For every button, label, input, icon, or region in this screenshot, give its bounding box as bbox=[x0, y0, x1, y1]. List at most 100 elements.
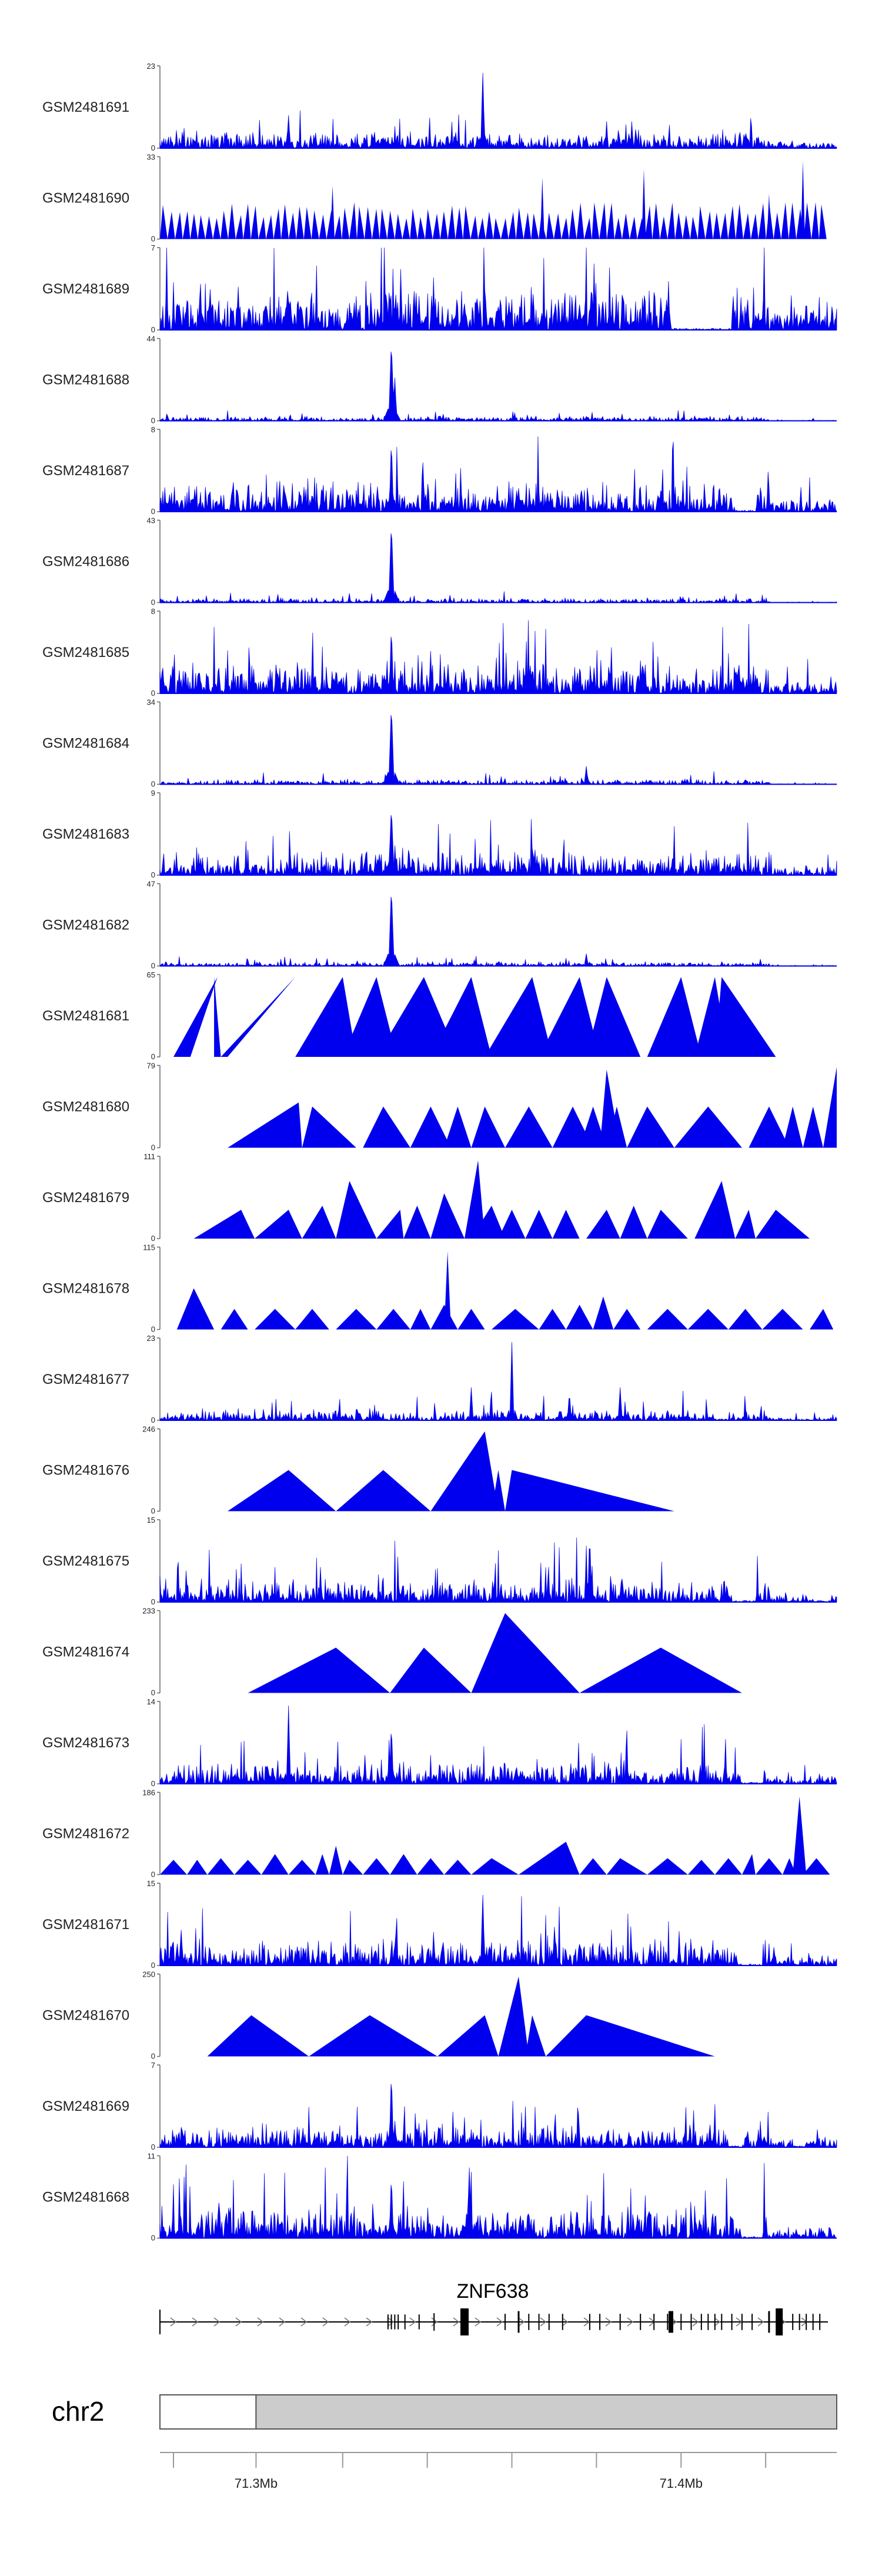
y-max-label: 8 bbox=[151, 607, 155, 616]
coverage-triangle bbox=[492, 1470, 505, 1511]
coverage-triangle bbox=[793, 1796, 807, 1875]
coverage-triangle bbox=[620, 1206, 647, 1239]
coverage-triangle bbox=[811, 202, 819, 239]
coverage-triangle bbox=[505, 1470, 674, 1511]
coverage-triangle bbox=[743, 213, 751, 239]
coverage-triangle bbox=[586, 1210, 620, 1239]
exon bbox=[819, 2314, 821, 2330]
track-GSM2481683: GSM2481683 9 0 bbox=[42, 789, 837, 879]
coverage-triangle bbox=[749, 1106, 790, 1148]
track-label: GSM2481670 bbox=[42, 2008, 129, 2024]
coverage-triangle bbox=[437, 2015, 499, 2057]
y-max-label: 115 bbox=[143, 1243, 155, 1252]
exon bbox=[390, 2314, 392, 2330]
coverage-triangle bbox=[228, 1102, 302, 1148]
exon bbox=[669, 2311, 673, 2333]
coverage-signal bbox=[159, 533, 837, 603]
coverage-signal bbox=[159, 815, 837, 876]
coverage-triangle bbox=[755, 1210, 810, 1239]
strand-arrow bbox=[257, 2317, 264, 2327]
coverage-triangle bbox=[471, 1106, 505, 1148]
y-min-label: 0 bbox=[151, 1143, 155, 1152]
axis-coordinate-label: 71.3Mb bbox=[235, 2476, 278, 2491]
y-max-label: 15 bbox=[147, 1516, 155, 1524]
track-GSM2481689: GSM2481689 7 0 bbox=[42, 243, 837, 334]
coverage-triangle bbox=[402, 218, 410, 239]
strand-arrow bbox=[692, 2317, 699, 2327]
exon bbox=[538, 2314, 540, 2330]
coverage-triangle bbox=[579, 1647, 742, 1693]
coverage-triangle bbox=[364, 206, 372, 239]
coverage-triangle bbox=[500, 218, 509, 239]
coverage-signal bbox=[159, 436, 837, 512]
track-GSM2481684: GSM2481684 34 0 bbox=[42, 698, 837, 789]
track-label: GSM2481682 bbox=[42, 917, 129, 933]
track-GSM2481672: GSM2481672 186 0 bbox=[42, 1788, 830, 1879]
strand-arrow bbox=[170, 2317, 177, 2327]
track-label: GSM2481685 bbox=[42, 645, 129, 660]
coverage-triangle bbox=[357, 206, 365, 239]
coverage-triangle bbox=[622, 213, 630, 239]
exon bbox=[799, 2314, 800, 2330]
coverage-triangle bbox=[334, 215, 342, 239]
coverage-triangle bbox=[288, 1860, 316, 1875]
coverage-triangle bbox=[329, 1846, 343, 1875]
coverage-triangle bbox=[455, 208, 463, 239]
y-max-label: 250 bbox=[142, 1970, 155, 1979]
axis-ticks bbox=[173, 2452, 767, 2468]
coverage-triangle bbox=[773, 212, 781, 239]
coverage-triangle bbox=[160, 1860, 187, 1875]
coverage-triangle bbox=[736, 203, 743, 239]
y-max-label: 111 bbox=[143, 1152, 155, 1161]
exon bbox=[751, 2314, 753, 2330]
coverage-triangle bbox=[629, 216, 637, 239]
track-GSM2481676: GSM2481676 246 0 bbox=[42, 1425, 674, 1516]
gene-annotation-track: ZNF638 bbox=[159, 2280, 828, 2335]
y-max-label: 186 bbox=[142, 1788, 155, 1797]
y-max-label: 233 bbox=[142, 1607, 155, 1616]
coverage-triangle bbox=[471, 1858, 519, 1875]
exon bbox=[690, 2314, 692, 2330]
coverage-triangle bbox=[302, 1206, 336, 1239]
coverage-signal bbox=[159, 1894, 837, 1967]
track-label: GSM2481686 bbox=[42, 554, 129, 570]
exon bbox=[589, 2314, 590, 2330]
strand-arrow bbox=[409, 2317, 416, 2327]
y-min-label: 0 bbox=[151, 144, 155, 152]
coverage-triangle bbox=[387, 211, 395, 239]
track-label: GSM2481671 bbox=[42, 1917, 129, 1933]
coverage-triangle bbox=[440, 211, 448, 239]
coverage-triangle bbox=[250, 205, 259, 239]
track-GSM2481671: GSM2481671 15 0 bbox=[42, 1879, 837, 1970]
track-GSM2481678: GSM2481678 115 0 bbox=[42, 1243, 834, 1334]
strand-arrow bbox=[605, 2317, 612, 2327]
y-min-label: 0 bbox=[151, 1961, 155, 1970]
coverage-triangle bbox=[176, 1288, 215, 1330]
track-GSM2481669: GSM2481669 7 0 bbox=[42, 2061, 837, 2151]
coverage-triangle bbox=[182, 211, 191, 239]
y-min-label: 0 bbox=[151, 325, 155, 334]
coverage-triangle bbox=[220, 211, 228, 239]
track-label: GSM2481679 bbox=[42, 1190, 129, 1206]
axis-labels: 71.3Mb 71.4Mb bbox=[235, 2476, 703, 2491]
track-label: GSM2481669 bbox=[42, 2098, 129, 2114]
coverage-triangle bbox=[493, 218, 501, 239]
coverage-triangle bbox=[248, 1647, 390, 1693]
coverage-triangle bbox=[207, 2015, 309, 2057]
track-GSM2481668: GSM2481668 11 0 bbox=[42, 2152, 837, 2243]
coverage-triangle bbox=[444, 1106, 472, 1148]
coverage-triangle bbox=[376, 977, 458, 1057]
coverage-triangle bbox=[214, 977, 221, 1057]
coverage-triangle bbox=[614, 218, 622, 239]
coverage-triangle bbox=[674, 1106, 742, 1148]
y-min-label: 0 bbox=[151, 1325, 155, 1334]
coverage-triangle bbox=[713, 212, 721, 239]
track-GSM2481690: GSM2481690 33 0 bbox=[42, 153, 827, 243]
coverage-triangle bbox=[281, 204, 289, 239]
chromosome-ideogram: chr2 71.3Mb 71.4Mb bbox=[52, 2394, 837, 2491]
y-max-label: 11 bbox=[148, 2152, 156, 2161]
coverage-triangle bbox=[471, 1206, 505, 1239]
coverage-triangle bbox=[430, 1304, 458, 1330]
coverage-triangle bbox=[258, 216, 266, 239]
coverage-triangle bbox=[470, 215, 479, 239]
